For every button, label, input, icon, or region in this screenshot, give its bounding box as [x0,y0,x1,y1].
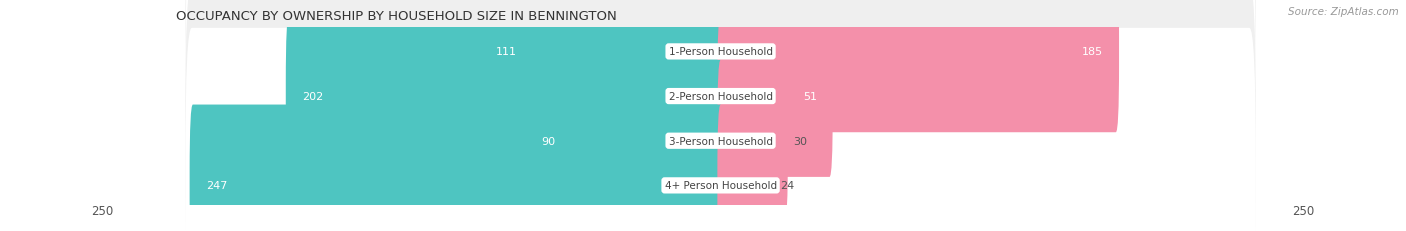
FancyBboxPatch shape [186,0,1256,231]
Text: 4+ Person Household: 4+ Person Household [665,181,776,191]
Text: 3-Person Household: 3-Person Household [669,136,772,146]
FancyBboxPatch shape [481,0,724,133]
FancyBboxPatch shape [186,0,1256,231]
FancyBboxPatch shape [717,105,775,231]
Text: 250: 250 [1292,204,1315,217]
FancyBboxPatch shape [190,105,724,231]
FancyBboxPatch shape [717,0,1119,133]
Text: 202: 202 [302,92,323,102]
FancyBboxPatch shape [186,0,1256,209]
Text: 250: 250 [91,204,114,217]
Text: 247: 247 [205,181,226,191]
Text: 24: 24 [780,181,794,191]
Text: 30: 30 [793,136,807,146]
FancyBboxPatch shape [717,61,787,222]
FancyBboxPatch shape [524,61,724,222]
Text: Source: ZipAtlas.com: Source: ZipAtlas.com [1288,7,1399,17]
Text: 51: 51 [803,92,817,102]
Text: 1-Person Household: 1-Person Household [669,47,772,57]
Text: OCCUPANCY BY OWNERSHIP BY HOUSEHOLD SIZE IN BENNINGTON: OCCUPANCY BY OWNERSHIP BY HOUSEHOLD SIZE… [176,9,616,22]
Text: 90: 90 [541,136,555,146]
Text: 111: 111 [496,47,517,57]
FancyBboxPatch shape [285,16,724,177]
Text: 185: 185 [1081,47,1104,57]
FancyBboxPatch shape [186,29,1256,231]
FancyBboxPatch shape [717,16,832,177]
Text: 2-Person Household: 2-Person Household [669,92,772,102]
